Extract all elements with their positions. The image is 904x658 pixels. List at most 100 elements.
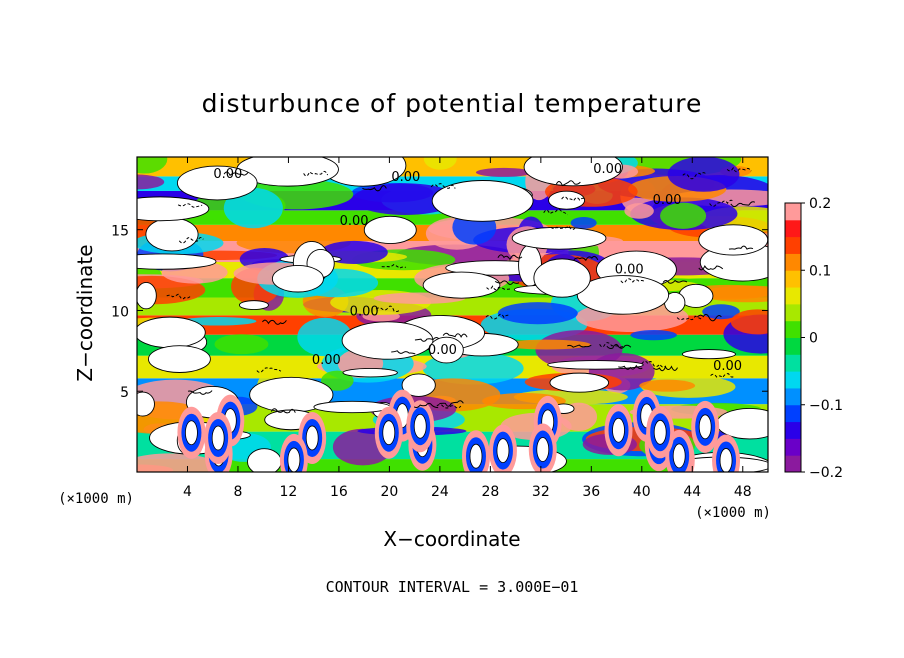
white-region — [681, 349, 736, 360]
y-tick-label-0: 5 — [120, 385, 129, 401]
contour-line — [620, 278, 646, 284]
colorbar-segment-3 — [785, 404, 801, 423]
x-tick-label-9: 40 — [633, 484, 651, 500]
contour-line — [178, 237, 204, 244]
white-region — [313, 400, 391, 414]
contour-line — [599, 342, 624, 348]
vortex-ring — [719, 448, 733, 472]
white-region — [137, 281, 157, 310]
contour-line — [414, 337, 440, 342]
contour-line — [682, 172, 708, 180]
blob — [497, 302, 578, 325]
x-unit-label-right: (×1000 m) — [695, 505, 771, 521]
colorbar-tick-label-2: 0 — [809, 331, 818, 347]
y-axis-title: Z−coordinate — [73, 244, 97, 381]
white-region — [576, 275, 670, 315]
blob — [137, 453, 225, 472]
white-region — [363, 215, 417, 245]
white-region — [145, 217, 199, 252]
contour-line — [555, 180, 581, 187]
y-tick-label-1: 10 — [111, 304, 129, 320]
x-tick-label-2: 12 — [280, 484, 298, 500]
blob — [630, 329, 677, 341]
white-region — [137, 316, 206, 349]
vortex-ring — [672, 443, 686, 469]
colorbar-tick-label-0: 0.2 — [809, 196, 831, 212]
contour-line — [270, 408, 296, 414]
x-tick-label-8: 36 — [582, 484, 600, 500]
colorbar-tick-label-4: −0.2 — [809, 465, 843, 481]
vortex-ring — [653, 419, 667, 445]
contour-label-9: 0.00 — [713, 359, 742, 374]
contour-line — [262, 319, 287, 325]
blob — [214, 334, 269, 355]
blob — [223, 187, 283, 229]
contour-line — [223, 171, 249, 177]
vortex-ring — [612, 417, 625, 443]
contour-line — [497, 254, 523, 261]
contour-label-4: 0.00 — [340, 214, 369, 229]
vortex-ring — [382, 420, 396, 446]
contour-line — [698, 264, 724, 271]
contour-line — [726, 166, 752, 173]
x-tick-label-7: 32 — [532, 484, 550, 500]
y-tick-label-2: 15 — [111, 224, 129, 240]
colorbar-segment-15 — [785, 203, 801, 221]
colorbar-tick-label-3: −0.1 — [809, 398, 843, 414]
contour-line — [439, 400, 464, 407]
vortex-ring — [536, 437, 550, 462]
colorbar-segment-4 — [785, 387, 801, 406]
colorbar-segment-2 — [785, 421, 801, 439]
blob — [423, 157, 457, 170]
contour-label-5: 0.00 — [615, 262, 644, 277]
x-tick-label-10: 44 — [683, 484, 701, 500]
contour-line — [187, 390, 213, 395]
contour-line — [486, 285, 511, 291]
vortex-ring — [413, 413, 427, 439]
vortex-ring — [496, 438, 510, 464]
white-region — [401, 373, 436, 397]
white-region — [148, 345, 211, 373]
contour-label-0: 0.00 — [213, 167, 242, 182]
x-tick-label-1: 8 — [233, 484, 242, 500]
blob — [624, 203, 654, 219]
x-tick-label-6: 28 — [481, 484, 499, 500]
contour-line — [662, 279, 688, 284]
blob — [730, 309, 768, 335]
colorbar: 0.2 0.1 0 −0.1 −0.2 — [784, 196, 843, 481]
plot-area: 0.00 0.00 0.00 0.00 0.00 0.00 0.00 0.00 0.00 0.00… — [111, 156, 769, 500]
white-region — [547, 360, 644, 370]
x-tick-label-0: 4 — [183, 484, 192, 500]
blob — [660, 202, 707, 229]
colorbar-segment-7 — [785, 337, 801, 355]
contour-line — [177, 203, 203, 208]
white-region — [137, 391, 155, 417]
x-unit-label-left: (×1000 m) — [58, 491, 134, 507]
x-tick-label-4: 20 — [380, 484, 398, 500]
contour-interval-note: CONTOUR INTERVAL = 3.000E−01 — [326, 578, 579, 596]
contour-line — [494, 280, 520, 285]
contour-label-8: 0.00 — [312, 353, 341, 368]
colorbar-segment-13 — [785, 236, 801, 254]
colorbar-segment-10 — [785, 287, 801, 305]
contour-line — [391, 350, 416, 355]
blob — [137, 157, 168, 174]
colorbar-segment-0 — [785, 455, 801, 473]
contour-line — [442, 332, 468, 338]
blob — [320, 370, 354, 391]
white-region — [523, 157, 623, 187]
blob — [570, 217, 597, 229]
colorbar-segment-5 — [785, 371, 801, 389]
x-tick-label-3: 16 — [330, 484, 348, 500]
contour-line — [696, 313, 722, 322]
colorbar-segment-11 — [785, 270, 801, 288]
white-region — [342, 367, 398, 378]
white-region — [137, 196, 210, 222]
x-tick-label-5: 24 — [431, 484, 449, 500]
vortex-ring — [211, 425, 225, 451]
colorbar-segment-12 — [785, 253, 801, 271]
white-region — [341, 321, 434, 360]
blob — [352, 183, 458, 215]
white-region — [549, 372, 610, 393]
contour-line — [256, 367, 282, 373]
